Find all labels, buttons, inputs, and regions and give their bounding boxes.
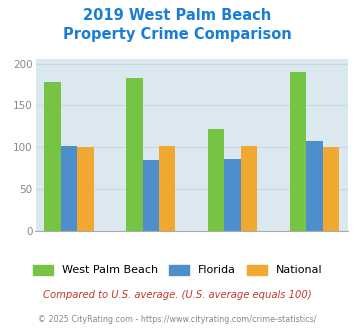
Bar xyxy=(159,147,175,231)
Text: Compared to U.S. average. (U.S. average equals 100): Compared to U.S. average. (U.S. average … xyxy=(43,290,312,300)
Bar xyxy=(306,142,323,231)
Bar xyxy=(143,160,159,231)
Bar xyxy=(61,146,77,231)
Bar xyxy=(44,82,61,231)
Bar xyxy=(126,78,143,231)
Bar xyxy=(208,129,224,231)
Bar xyxy=(290,72,306,231)
Text: 2019 West Palm Beach
Property Crime Comparison: 2019 West Palm Beach Property Crime Comp… xyxy=(63,8,292,42)
Bar xyxy=(224,159,241,231)
Bar xyxy=(323,147,339,231)
Bar xyxy=(241,147,257,231)
Legend: West Palm Beach, Florida, National: West Palm Beach, Florida, National xyxy=(33,265,322,275)
Bar xyxy=(77,147,93,231)
Text: © 2025 CityRating.com - https://www.cityrating.com/crime-statistics/: © 2025 CityRating.com - https://www.city… xyxy=(38,315,317,324)
